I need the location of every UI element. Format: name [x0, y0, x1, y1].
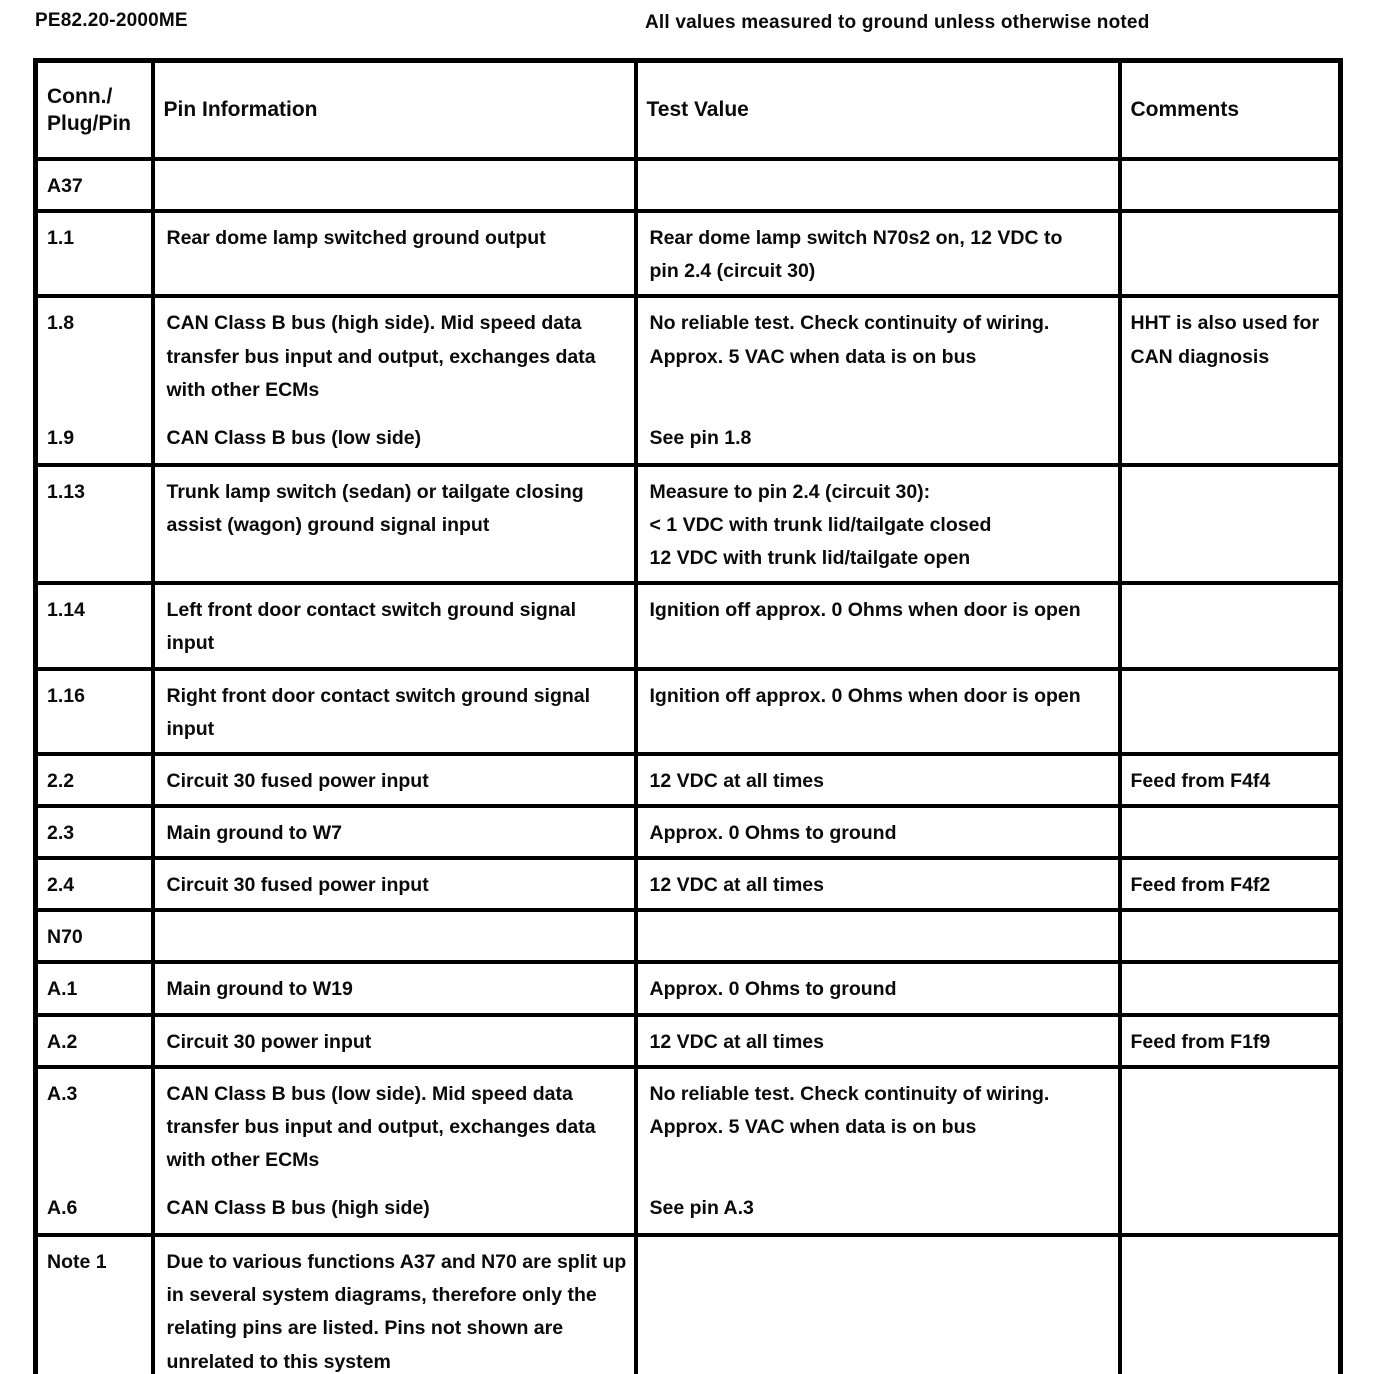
pin-cell: N70: [33, 908, 155, 965]
pin-cell: A37: [33, 156, 155, 214]
table-header-row: Conn./ Plug/Pin Pin Information Test Val…: [33, 58, 1343, 161]
test-value-cell: Approx. 0 Ohms to ground: [633, 960, 1122, 1017]
test-value-cell: Ignition off approx. 0 Ohms when door is…: [633, 581, 1122, 671]
table-body: A37 1.1 Rear dome lamp switched ground out…: [33, 156, 1343, 1374]
comment-cell: [1117, 1064, 1343, 1236]
test-value-cell: 12 VDC at all times: [633, 751, 1122, 808]
pin-cell: 2.4: [33, 856, 155, 913]
column-header-test-value: Test Value: [633, 58, 1122, 161]
pin-cell: 2.2: [33, 751, 155, 808]
table-row: 1.1 Rear dome lamp switched ground output…: [33, 209, 1343, 299]
test-value-cell: See pin 1.8: [633, 412, 1122, 467]
comment-cell: [1117, 156, 1343, 214]
pin-cell: 1.9: [33, 412, 155, 467]
table-row: 1.14 Left front door contact switch groun…: [33, 581, 1343, 671]
test-value-cell: Approx. 0 Ohms to ground: [633, 803, 1122, 861]
test-value-cell: Ignition off approx. 0 Ohms when door is…: [633, 666, 1122, 756]
test-value-cell: 12 VDC at all times: [633, 856, 1122, 913]
comment-cell: [1117, 803, 1343, 861]
comment-cell: [1117, 1233, 1343, 1374]
pin-information-cell: Main ground to W19: [150, 960, 638, 1017]
pin-information-cell: Trunk lamp switch (sedan) or tailgate cl…: [150, 462, 638, 586]
section-row: A37: [33, 156, 1343, 214]
pin-information-cell: Right front door contact switch ground s…: [150, 666, 638, 756]
table-row: 2.3 Main ground to W7 Approx. 0 Ohms to gr…: [33, 803, 1343, 861]
table-row: 1.13 Trunk lamp switch (sedan) or tailgat…: [33, 462, 1343, 586]
pin-assignment-table: Conn./ Plug/Pin Pin Information Test Val…: [33, 58, 1343, 1374]
table-row: A.2 Circuit 30 power input 12 VDC at all t…: [33, 1012, 1343, 1069]
pin-cell: 1.13: [33, 462, 155, 586]
pin-information-cell: Circuit 30 power input: [150, 1012, 638, 1069]
table-row: 1.8 CAN Class B bus (high side). Mid spee…: [33, 294, 1343, 465]
test-value-cell: See pin A.3: [633, 1183, 1122, 1238]
pin-cell: Note 1: [33, 1233, 155, 1374]
pin-cell: 2.3: [33, 803, 155, 861]
pin-information-cell: [150, 908, 638, 965]
comment-cell: [1117, 581, 1343, 671]
table-row: 1.9 CAN Class B bus (low side) See pin 1.8: [33, 412, 1341, 467]
test-value-cell: No reliable test. Check continuity of wi…: [633, 294, 1122, 413]
table-row: A.3 CAN Class B bus (low side). Mid speed…: [33, 1064, 1343, 1236]
table-row: 2.4 Circuit 30 fused power input 12 VDC at…: [33, 856, 1343, 913]
comment-cell: Feed from F1f9: [1117, 1012, 1343, 1069]
test-value-cell: Rear dome lamp switch N70s2 on, 12 VDC t…: [633, 209, 1122, 299]
pin-information-cell: CAN Class B bus (high side): [150, 1183, 638, 1238]
table-row: Note 1 Due to various functions A37 and N…: [33, 1233, 1343, 1374]
pin-cell: A.2: [33, 1012, 155, 1069]
comment-cell: [1117, 462, 1343, 586]
test-value-cell: No reliable test. Check continuity of wi…: [633, 1064, 1122, 1184]
measurement-note: All values measured to ground unless oth…: [645, 12, 1150, 33]
pin-cell: 1.16: [33, 666, 155, 756]
pin-information-cell: Circuit 30 fused power input: [150, 856, 638, 913]
test-value-cell: [633, 156, 1122, 214]
pin-cell: 1.1: [33, 209, 155, 299]
pin-information-cell: Left front door contact switch ground si…: [150, 581, 638, 671]
table-row: A.1 Main ground to W19 Approx. 0 Ohms to g…: [33, 960, 1343, 1017]
pin-information-cell: CAN Class B bus (high side). Mid speed d…: [150, 294, 638, 413]
pin-information-cell: Circuit 30 fused power input: [150, 751, 638, 808]
pin-information-cell: Rear dome lamp switched ground output: [150, 209, 638, 299]
test-value-cell: [633, 1233, 1122, 1374]
comment-cell: Feed from F4f2: [1117, 856, 1343, 913]
pin-cell: A.6: [33, 1183, 155, 1238]
pin-cell: 1.8: [33, 294, 155, 413]
pin-cell: A.3: [33, 1064, 155, 1184]
column-header-pin-information: Pin Information: [150, 58, 638, 161]
test-value-cell: [633, 908, 1122, 965]
pin-cell: A.1: [33, 960, 155, 1017]
pin-information-cell: CAN Class B bus (low side): [150, 412, 638, 467]
pin-cell: 1.14: [33, 581, 155, 671]
pin-information-cell: [150, 156, 638, 214]
test-value-cell: Measure to pin 2.4 (circuit 30): < 1 VDC…: [633, 462, 1122, 586]
section-row: N70: [33, 908, 1343, 965]
column-header-conn-plug-pin: Conn./ Plug/Pin: [33, 58, 155, 161]
pin-information-cell: Due to various functions A37 and N70 are…: [150, 1233, 638, 1374]
comment-cell: Feed from F4f4: [1117, 751, 1343, 808]
table-row: A.6 CAN Class B bus (high side) See pin A.…: [33, 1183, 1341, 1238]
comment-cell: [1117, 209, 1343, 299]
comment-cell: HHT is also used for CAN diagnosis: [1117, 294, 1343, 465]
comment-cell: [1117, 908, 1343, 965]
test-value-cell: 12 VDC at all times: [633, 1012, 1122, 1069]
table-row: 2.2 Circuit 30 fused power input 12 VDC at…: [33, 751, 1343, 808]
table-row: 1.16 Right front door contact switch grou…: [33, 666, 1343, 756]
comment-cell: [1117, 960, 1343, 1017]
pin-information-cell: Main ground to W7: [150, 803, 638, 861]
column-header-comments: Comments: [1117, 58, 1343, 161]
document-code: PE82.20-2000ME: [35, 10, 188, 31]
pin-information-cell: CAN Class B bus (low side). Mid speed da…: [150, 1064, 638, 1184]
comment-cell: [1117, 666, 1343, 756]
